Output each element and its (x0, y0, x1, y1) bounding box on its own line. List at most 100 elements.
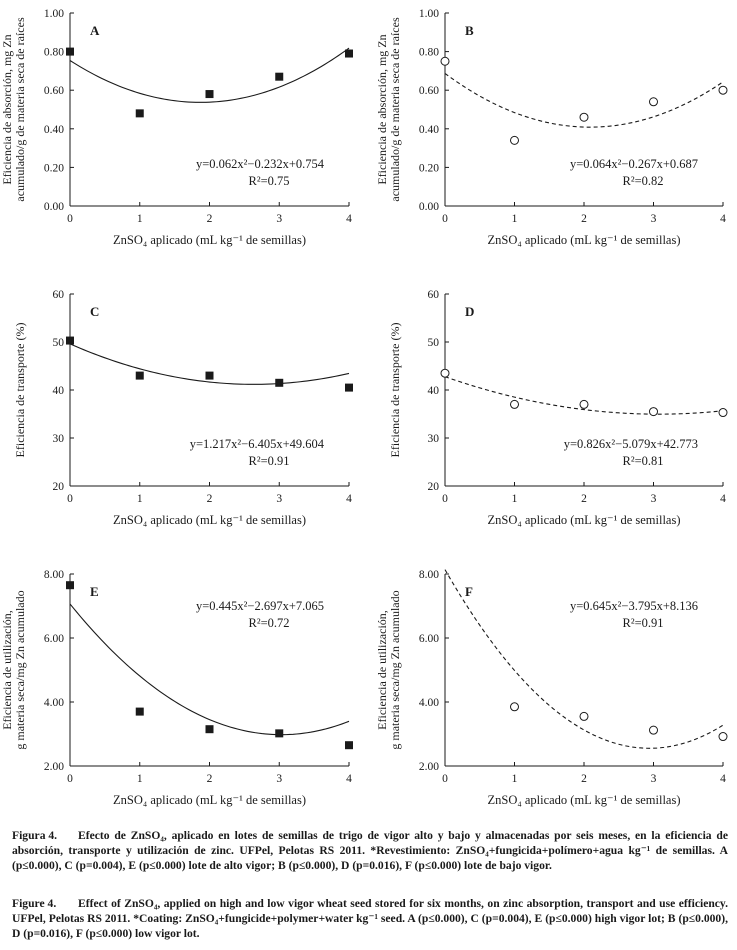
y-axis-label: Eficiencia de utilización, (375, 610, 389, 730)
x-tick-label: 0 (67, 773, 73, 785)
x-axis-label: ZnSO₄ aplicado (mL kg⁻¹ de semillas) (487, 513, 680, 527)
data-point-square (66, 336, 74, 345)
x-axis-label: ZnSO₄ aplicado (mL kg⁻¹ de semillas) (113, 233, 306, 247)
y-tick-label: 40 (53, 385, 65, 397)
x-axis-label: ZnSO₄ aplicado (mL kg⁻¹ de semillas) (113, 793, 306, 807)
y-tick-label: 0.60 (44, 85, 64, 97)
caption-spanish: Figura 4. Efecto de ZnSO₄, aplicado en lo… (12, 828, 728, 873)
x-tick-label: 3 (276, 493, 282, 505)
x-tick-label: 4 (346, 493, 352, 505)
x-tick-label: 2 (207, 493, 213, 505)
y-tick-label: 50 (428, 337, 440, 349)
data-point-circle (510, 135, 519, 145)
data-point-circle (510, 399, 519, 409)
y-tick-label: 20 (53, 481, 65, 493)
regression-equation: y=0.445x²−2.697x+7.065 (196, 599, 324, 613)
r-squared-label: R²=0.82 (622, 174, 663, 188)
data-point-circle (718, 85, 728, 95)
x-tick-label: 3 (651, 213, 657, 225)
figure-panels: 0.00 0.20 0.40 0.60 0.80 1.00 0 1 2 3 4 ZnSO₄ aplic… (0, 8, 728, 807)
regression-equation: y=0.826x²−5.079x+42.773 (564, 437, 698, 451)
caption-english: Figure 4. Effect of ZnSO₄, applied on hig… (12, 896, 728, 941)
y-tick-label: 0.60 (419, 85, 439, 97)
y-tick-label: 40 (428, 385, 440, 397)
y-tick-label: 0.80 (44, 47, 64, 59)
x-tick-label: 1 (512, 773, 518, 785)
r-squared-label: R²=0.75 (248, 174, 289, 188)
data-point-circle (718, 732, 728, 742)
fit-curve (444, 569, 724, 749)
data-point-square (275, 729, 284, 738)
panel-c: 20 30 40 50 60 0 1 2 3 4 ZnSO₄ aplicado (mL kg⁻¹ d… (13, 289, 353, 527)
data-point-circle (649, 725, 658, 735)
x-axis-label: ZnSO₄ aplicado (mL kg⁻¹ de semillas) (487, 793, 680, 807)
data-point-square (135, 707, 144, 716)
y-axis-label: Eficiencia de transporte (%) (388, 323, 402, 458)
y-tick-label: 6.00 (44, 633, 64, 645)
x-tick-label: 0 (67, 493, 73, 505)
y-tick-label: 0.00 (419, 201, 439, 213)
y-tick-label: 30 (428, 433, 440, 445)
r-squared-label: R²=0.91 (622, 616, 663, 630)
regression-equation: y=0.062x²−0.232x+0.754 (196, 157, 325, 171)
data-point-circle (649, 407, 658, 417)
x-tick-label: 1 (137, 773, 143, 785)
y-tick-label: 0.80 (419, 47, 439, 59)
y-axis-label: Eficiencia de utilización, (0, 610, 14, 730)
x-tick-label: 4 (346, 773, 352, 785)
panel-letter: C (90, 304, 99, 319)
y-axis-label: Eficiencia de absorción, mg Zn (375, 34, 389, 184)
regression-equation: y=0.064x²−0.267x+0.687 (570, 157, 698, 171)
x-tick-label: 0 (442, 213, 448, 225)
data-point-square (135, 371, 144, 380)
data-point-square (275, 378, 284, 387)
y-tick-label: 6.00 (419, 633, 439, 645)
fit-curve (444, 376, 724, 415)
panel-a: 0.00 0.20 0.40 0.60 0.80 1.00 0 1 2 3 4 ZnSO₄ aplic… (0, 8, 353, 247)
caption-spanish-label: Figura 4. (12, 829, 58, 842)
caption-english-label: Figure 4. (12, 897, 57, 910)
data-point-circle (579, 112, 589, 122)
data-point-square (205, 725, 214, 734)
fit-curve (69, 47, 350, 103)
data-point-circle (579, 399, 589, 409)
y-tick-label: 8.00 (419, 569, 439, 581)
x-tick-label: 4 (720, 493, 726, 505)
data-point-square (66, 581, 74, 590)
x-tick-label: 2 (207, 773, 213, 785)
data-point-square (66, 47, 74, 56)
r-squared-label: R²=0.72 (248, 616, 289, 630)
data-point-square (345, 49, 353, 58)
x-axis-label: ZnSO₄ aplicado (mL kg⁻¹ de semillas) (113, 513, 306, 527)
y-tick-label: 0.20 (419, 162, 439, 174)
x-tick-label: 3 (276, 773, 282, 785)
y-tick-label: 8.00 (44, 569, 64, 581)
y-tick-label: 2.00 (419, 761, 439, 773)
panel-letter: A (90, 23, 100, 38)
y-axis-label: g materia seca/mg Zn acumulado (13, 590, 27, 749)
data-point-square (275, 72, 284, 81)
x-tick-label: 3 (276, 213, 282, 225)
fit-curve (69, 343, 350, 385)
r-squared-label: R²=0.91 (248, 454, 289, 468)
panel-d: 20 30 40 50 60 0 1 2 3 4 ZnSO₄ aplicado (mL kg⁻¹ d… (388, 289, 728, 527)
data-point-circle (718, 408, 728, 418)
y-axis-label: acumulado/g de materia seca de raíces (13, 17, 27, 202)
y-tick-label: 0.40 (44, 124, 64, 136)
y-tick-label: 0.40 (419, 124, 439, 136)
x-tick-label: 3 (651, 773, 657, 785)
x-tick-label: 2 (207, 213, 213, 225)
x-tick-label: 3 (651, 493, 657, 505)
fit-curve (444, 72, 724, 128)
y-tick-label: 1.00 (419, 8, 439, 20)
x-tick-label: 4 (346, 213, 352, 225)
x-tick-label: 1 (137, 213, 143, 225)
data-point-circle (440, 368, 450, 378)
x-tick-label: 2 (581, 493, 587, 505)
y-tick-label: 4.00 (44, 697, 64, 709)
panel-letter: B (465, 23, 474, 38)
panel-letter: D (465, 304, 474, 319)
data-point-circle (579, 711, 589, 721)
y-tick-label: 20 (428, 481, 440, 493)
data-point-square (345, 741, 353, 750)
